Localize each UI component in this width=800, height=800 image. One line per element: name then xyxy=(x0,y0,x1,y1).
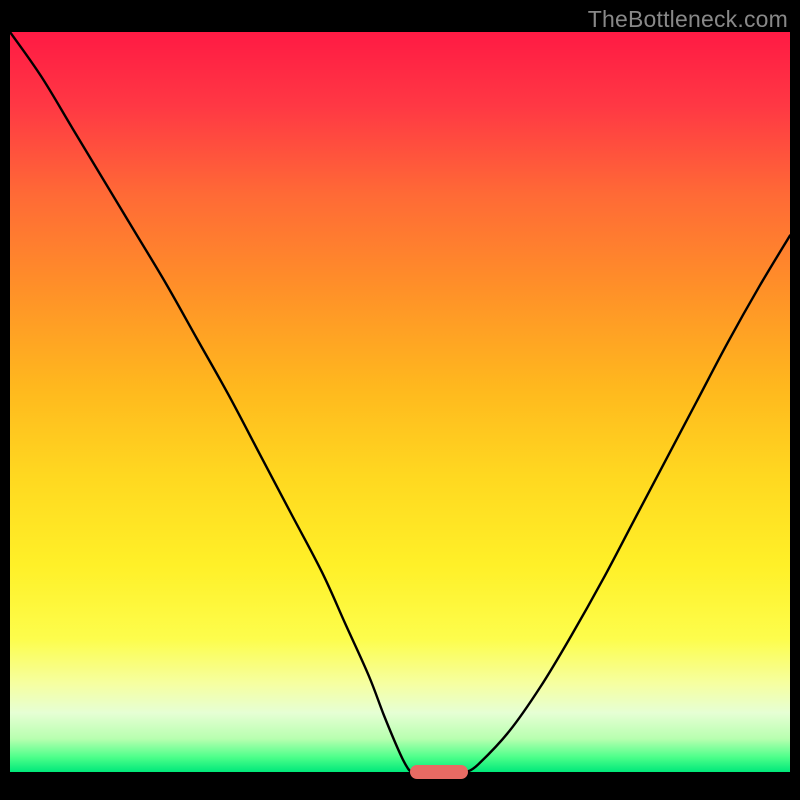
plot-area xyxy=(10,32,790,772)
valley-marker xyxy=(410,765,468,779)
attribution-label: TheBottleneck.com xyxy=(588,6,788,33)
chart-container: TheBottleneck.com xyxy=(0,0,800,800)
chart-background xyxy=(10,32,790,772)
